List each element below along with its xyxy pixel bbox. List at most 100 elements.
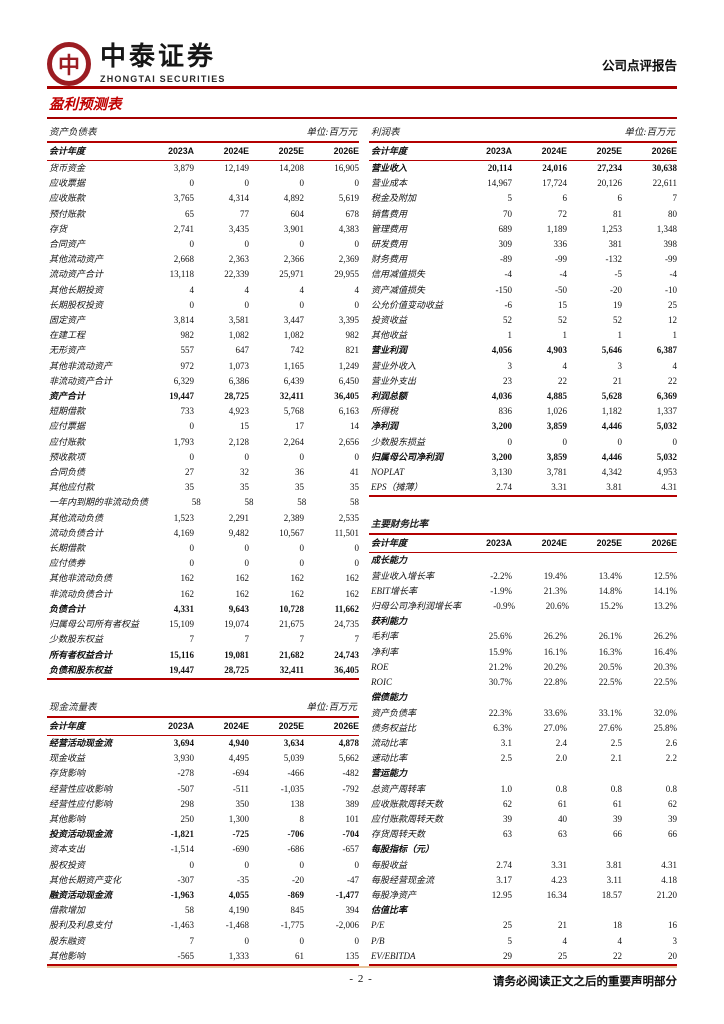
row-label: 固定资产: [49, 315, 86, 326]
cell-value: [512, 553, 567, 568]
logo-name-cn: 中泰证券: [100, 42, 217, 71]
cell-value: 0: [354, 451, 360, 462]
cell-value: 29,955: [334, 269, 359, 280]
cell-value: 1,337: [656, 406, 677, 417]
cell-value: 4,331: [173, 603, 194, 614]
cell-value: 35: [350, 482, 359, 493]
row-label: 应收账款周转天数: [371, 798, 444, 809]
cell-value: 4,953: [656, 467, 677, 478]
cell-value: -706: [287, 829, 305, 840]
cell-value: 3.31: [551, 482, 567, 493]
cell-value: 4,446: [601, 451, 622, 462]
cell-value: 4,923: [228, 406, 249, 417]
cell-value: 2.4: [555, 737, 567, 748]
table-row: 资产负债率 22.3% 33.6% 33.1% 32.0%: [369, 706, 677, 721]
row-label: 股东融资: [49, 935, 86, 946]
row-label: 一年内到期的非流动负债: [49, 497, 149, 508]
cell-value: 821: [345, 345, 360, 356]
table-row: 营业收入增长率 -2.2% 19.4% 13.4% 12.5%: [369, 569, 677, 584]
cell-value: -50: [555, 284, 567, 295]
cell-value: 4,903: [546, 345, 567, 356]
row-label: 研发费用: [371, 239, 408, 250]
row-label: 资产负债率: [371, 707, 417, 718]
cell-value: -2,006: [335, 920, 359, 931]
cell-value: 72: [558, 208, 567, 219]
cell-value: 5,032: [656, 451, 677, 462]
table-row: 其他收益 1 1 1 1: [369, 328, 677, 343]
row-label: 其他非流动资产: [49, 360, 113, 371]
table-unit-label: 单位:百万元: [306, 128, 357, 138]
table-row: 经营活动现金流 3,694 4,940 3,634 4,878: [47, 736, 359, 751]
cell-value: [567, 903, 622, 918]
table-row: 营业外支出 23 22 21 22: [369, 374, 677, 389]
table-row: 货币资金 3,879 12,149 14,208 16,905: [47, 161, 359, 176]
table-row: 流动负债合计 4,169 9,482 10,567 11,501: [47, 526, 359, 541]
cell-value: 4,055: [228, 889, 249, 900]
cell-value: 40: [558, 813, 567, 824]
cell-value: 3.81: [606, 482, 622, 493]
cell-value: 58: [244, 497, 254, 508]
table-row: 长期股权投资 0 0 0 0: [47, 298, 359, 313]
cell-value: 2,128: [228, 436, 249, 447]
cell-value: 162: [235, 588, 250, 599]
table-row: ROE 21.2% 20.2% 20.5% 20.3%: [369, 660, 677, 675]
row-label: 其他非流动负债: [49, 573, 113, 584]
cell-value: 58: [297, 497, 307, 508]
row-label: 资产合计: [49, 391, 86, 402]
cell-value: 2.6: [665, 737, 677, 748]
cell-value: 26.2%: [653, 631, 677, 642]
cell-value: 162: [180, 573, 195, 584]
cell-value: 4,892: [283, 193, 304, 204]
row-label: 每股指标（元）: [371, 844, 435, 855]
cell-value: 58: [191, 497, 201, 508]
cell-value: 2.74: [496, 859, 512, 870]
table-caption: 利润表 单位:百万元: [369, 122, 677, 141]
section-row: 偿债能力: [369, 690, 677, 705]
row-label: 应付票据: [49, 421, 86, 432]
cell-value: 0: [507, 436, 513, 447]
table-row: 债务权益比 6.3% 27.0% 27.6% 25.8%: [369, 721, 677, 736]
cell-value: 20,126: [597, 178, 622, 189]
cell-value: -20: [610, 284, 622, 295]
row-label: 归属母公司所有者权益: [49, 619, 140, 630]
row-label: 获利能力: [371, 616, 408, 627]
table-row: 营业利润 4,056 4,903 5,646 6,387: [369, 343, 677, 358]
table-row: 固定资产 3,814 3,581 3,447 3,395: [47, 313, 359, 328]
cell-value: 162: [345, 573, 360, 584]
cell-value: 36: [295, 467, 304, 478]
table-row: 投资活动现金流 -1,821 -725 -706 -704: [47, 827, 359, 842]
table-row: 所有者权益合计 15,116 19,081 21,682 24,743: [47, 648, 359, 663]
cell-value: 5,768: [283, 406, 304, 417]
cell-value: 1: [672, 330, 678, 341]
cell-value: 66: [613, 829, 622, 840]
cell-value: 2,389: [283, 512, 304, 523]
cell-value: -6: [504, 299, 513, 310]
cell-value: 26.1%: [598, 631, 622, 642]
cell-value: 3.17: [496, 874, 512, 885]
table-row: 资本支出 -1,514 -690 -686 -657: [47, 842, 359, 857]
table-header-row: 会计年度 2023A 2024E 2025E 2026E: [47, 715, 359, 736]
cell-value: 20.2%: [543, 661, 567, 672]
column-header: 会计年度: [371, 538, 408, 549]
cell-value: 25,971: [279, 269, 304, 280]
table-row: 经营性应收影响 -507 -511 -1,035 -792: [47, 782, 359, 797]
cell-value: 162: [345, 588, 360, 599]
table-row: 少数股东损益 0 0 0 0: [369, 435, 677, 450]
row-label: 信用减值损失: [371, 269, 426, 280]
cell-value: 5: [507, 935, 513, 946]
cell-value: [567, 553, 622, 568]
table-row: P/B 5 4 4 3: [369, 934, 677, 949]
table-row: 营业外收入 3 4 3 4: [369, 359, 677, 374]
cell-value: [622, 614, 677, 629]
row-label: 非流动负债合计: [49, 588, 113, 599]
table-row: 其他长期投资 4 4 4 4: [47, 283, 359, 298]
cell-value: 0: [189, 421, 195, 432]
table-title: 主要财务比率: [371, 520, 429, 531]
cell-value: 6,329: [173, 375, 194, 386]
cell-value: 3.1: [500, 737, 512, 748]
row-label: 合同负债: [49, 467, 86, 478]
cell-value: 0: [299, 859, 305, 870]
table-row: 公允价值变动收益 -6 15 19 25: [369, 298, 677, 313]
column-header: 2024E: [541, 538, 567, 549]
table-row: 存货周转天数 63 63 66 66: [369, 827, 677, 842]
